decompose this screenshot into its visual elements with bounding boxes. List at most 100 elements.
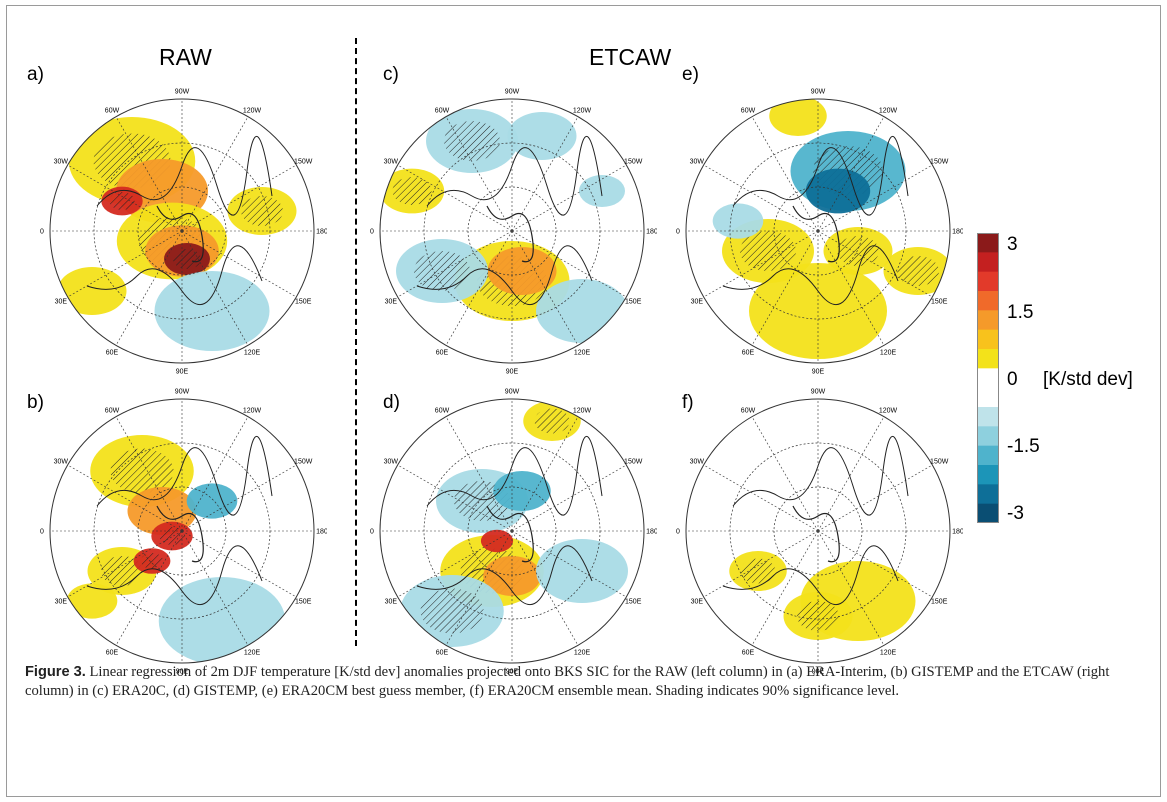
meridian (115, 416, 183, 532)
longitude-label: 0 (676, 529, 680, 536)
meridian (817, 230, 933, 298)
latitude-ring (379, 398, 645, 664)
meridian (817, 116, 885, 232)
longitude-label: 30W (54, 159, 69, 166)
significance-hatch (740, 231, 796, 271)
colorbar-swatch (977, 233, 999, 253)
shading-region (712, 203, 764, 239)
meridian (181, 416, 249, 532)
longitude-label: 120W (243, 407, 262, 414)
longitude-label: 30E (55, 299, 68, 306)
coastline (486, 505, 534, 563)
column-divider (355, 38, 357, 646)
significance-hatch (109, 192, 135, 210)
meridian (703, 464, 819, 532)
meridian (181, 230, 297, 298)
longitude-label: 120E (574, 650, 591, 657)
meridian (181, 230, 249, 346)
longitude-label: 0 (40, 529, 44, 536)
meridian (511, 230, 579, 346)
colorbar-swatch (977, 426, 999, 447)
longitude-label: 60E (436, 350, 449, 357)
significance-hatch (101, 556, 143, 586)
meridian (751, 530, 819, 646)
shading-region (487, 247, 557, 295)
meridian (445, 230, 513, 346)
colorbar-swatch (977, 407, 999, 427)
coastline (426, 135, 603, 216)
longitude-label: 60E (436, 650, 449, 657)
colorbar-swatch (977, 329, 999, 350)
significance-hatch (173, 249, 201, 269)
shading-region (66, 583, 118, 619)
coastline (416, 545, 593, 606)
longitude-label: 150W (294, 159, 313, 166)
longitude-label: 150E (295, 299, 312, 306)
colorbar-tick-0: 0 (1007, 369, 1018, 390)
longitude-label: 120E (880, 350, 897, 357)
shading-region (57, 267, 127, 315)
longitude-label: 60E (106, 350, 119, 357)
longitude-label: 120W (879, 107, 898, 114)
coastline (722, 545, 899, 606)
panel-b-label: b) (27, 392, 44, 413)
longitude-label: 0 (676, 229, 680, 236)
colorbar-swatch (977, 368, 999, 389)
shading-region (769, 99, 827, 136)
meridian (703, 230, 819, 298)
meridian (511, 116, 579, 232)
longitude-label: 0 (370, 229, 374, 236)
colorbar-swatch (977, 349, 999, 369)
meridian (817, 164, 933, 232)
longitude-label: 150E (931, 599, 948, 606)
significance-hatch (444, 121, 500, 161)
colorbar-swatch (977, 291, 999, 311)
figure-label: Figure 3. (25, 664, 86, 680)
panel-e-label: e) (682, 64, 699, 85)
latitude-ring (49, 398, 315, 664)
significance-hatch (534, 408, 570, 434)
panel-d-label: d) (383, 392, 400, 413)
panel-c-map: 90W 120W 150W 180 150E 120E 90E 60E 30E 0 30W 60W (367, 86, 657, 376)
panel-e-map: 90W 120W 150W 180 150E 120E 90E 60E 30E 0 30W 60W (673, 86, 963, 376)
figure-caption: Figure 3. Linear regression of 2m DJF te… (25, 663, 1150, 701)
longitude-label: 150E (625, 599, 642, 606)
colorbar-tick-neg-3: -3 (1007, 503, 1024, 524)
shading-region (480, 529, 514, 553)
coastline (156, 205, 204, 263)
longitude-label: 120W (573, 407, 592, 414)
latitude-ring (685, 398, 951, 664)
meridian (511, 164, 627, 232)
meridian (181, 164, 297, 232)
longitude-label: 180 (952, 529, 963, 536)
shading-region (805, 168, 871, 214)
coastline (792, 505, 840, 563)
longitude-label: 120W (243, 107, 262, 114)
longitude-label: 60E (106, 650, 119, 657)
longitude-label: 90E (506, 669, 519, 676)
etcaw-column-header: ETCAW (589, 44, 672, 70)
significance-hatch (140, 553, 164, 569)
meridian (751, 230, 819, 346)
significance-hatch (392, 177, 432, 205)
meridian (511, 230, 627, 298)
colorbar-swatch (977, 445, 999, 466)
longitude-label: 180 (952, 229, 963, 236)
meridian (115, 230, 183, 346)
meridian (817, 416, 885, 532)
meridian (445, 416, 513, 532)
coastline (486, 205, 534, 263)
longitude-label: 90W (505, 89, 520, 96)
coastline (416, 245, 593, 306)
colorbar-unit: [K/std dev] (1043, 369, 1133, 390)
latitude-ring (379, 98, 645, 364)
meridian (703, 530, 819, 598)
latitude-ring (685, 98, 951, 364)
significance-hatch (740, 558, 776, 584)
coastline (732, 435, 909, 516)
coastline (96, 135, 273, 216)
colorbar-swatch (977, 387, 999, 408)
longitude-label: 60E (742, 650, 755, 657)
meridian (115, 116, 183, 232)
coastline (96, 435, 273, 516)
